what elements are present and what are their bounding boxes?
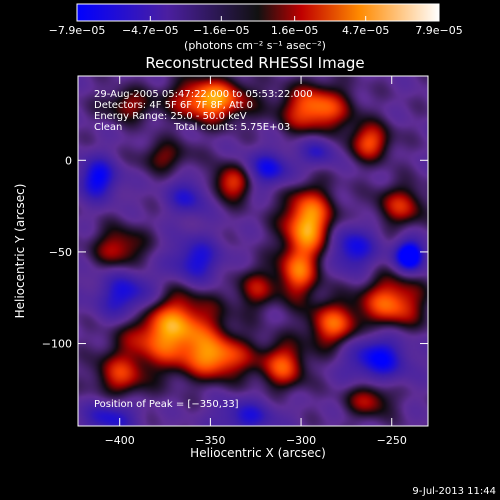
annotation-block: 29-Aug-2005 05:47:22.000 to 05:53:22.000… xyxy=(94,89,313,133)
colorbar xyxy=(76,3,440,22)
x-tick-label: −350 xyxy=(195,434,225,447)
peak-position-label: Position of Peak = [−350,33] xyxy=(94,399,239,410)
colorbar-tick-label: −4.7e−05 xyxy=(122,24,179,37)
colorbar-tick-label: 1.6e−05 xyxy=(271,24,318,37)
y-tick-label: −100 xyxy=(42,338,72,351)
annotation-method: Clean xyxy=(94,122,122,133)
y-tick-label: −50 xyxy=(49,246,72,259)
chart-title: Reconstructed RHESSI Image xyxy=(145,54,364,72)
colorbar-tick-label: −7.9e−05 xyxy=(49,24,106,37)
colorbar-unit-label: (photons cm⁻² s⁻¹ asec⁻²) xyxy=(184,39,326,52)
timestamp: 9-Jul-2013 11:44 xyxy=(412,486,496,497)
annotation-energy-range: Energy Range: 25.0 - 50.0 keV xyxy=(94,111,247,122)
y-axis-label: Heliocentric Y (arcsec) xyxy=(13,184,27,319)
plot-frame xyxy=(77,75,429,427)
x-tick-label: −400 xyxy=(105,434,135,447)
colorbar-tick-label: 4.7e−05 xyxy=(342,24,389,37)
colorbar-tick-label: −1.6e−05 xyxy=(193,24,250,37)
y-tick-label: 0 xyxy=(65,154,72,167)
heatmap-image xyxy=(78,76,428,426)
annotation-time-range: 29-Aug-2005 05:47:22.000 to 05:53:22.000 xyxy=(94,89,313,100)
x-tick-label: −250 xyxy=(377,434,407,447)
x-axis-label: Heliocentric X (arcsec) xyxy=(190,446,326,460)
annotation-detectors: Detectors: 4F 5F 6F 7F 8F, Att 0 xyxy=(94,100,253,111)
x-tick-label: −300 xyxy=(286,434,316,447)
colorbar-tick-label: 7.9e−05 xyxy=(415,24,462,37)
annotation-total-counts: Total counts: 5.75E+03 xyxy=(173,122,290,133)
